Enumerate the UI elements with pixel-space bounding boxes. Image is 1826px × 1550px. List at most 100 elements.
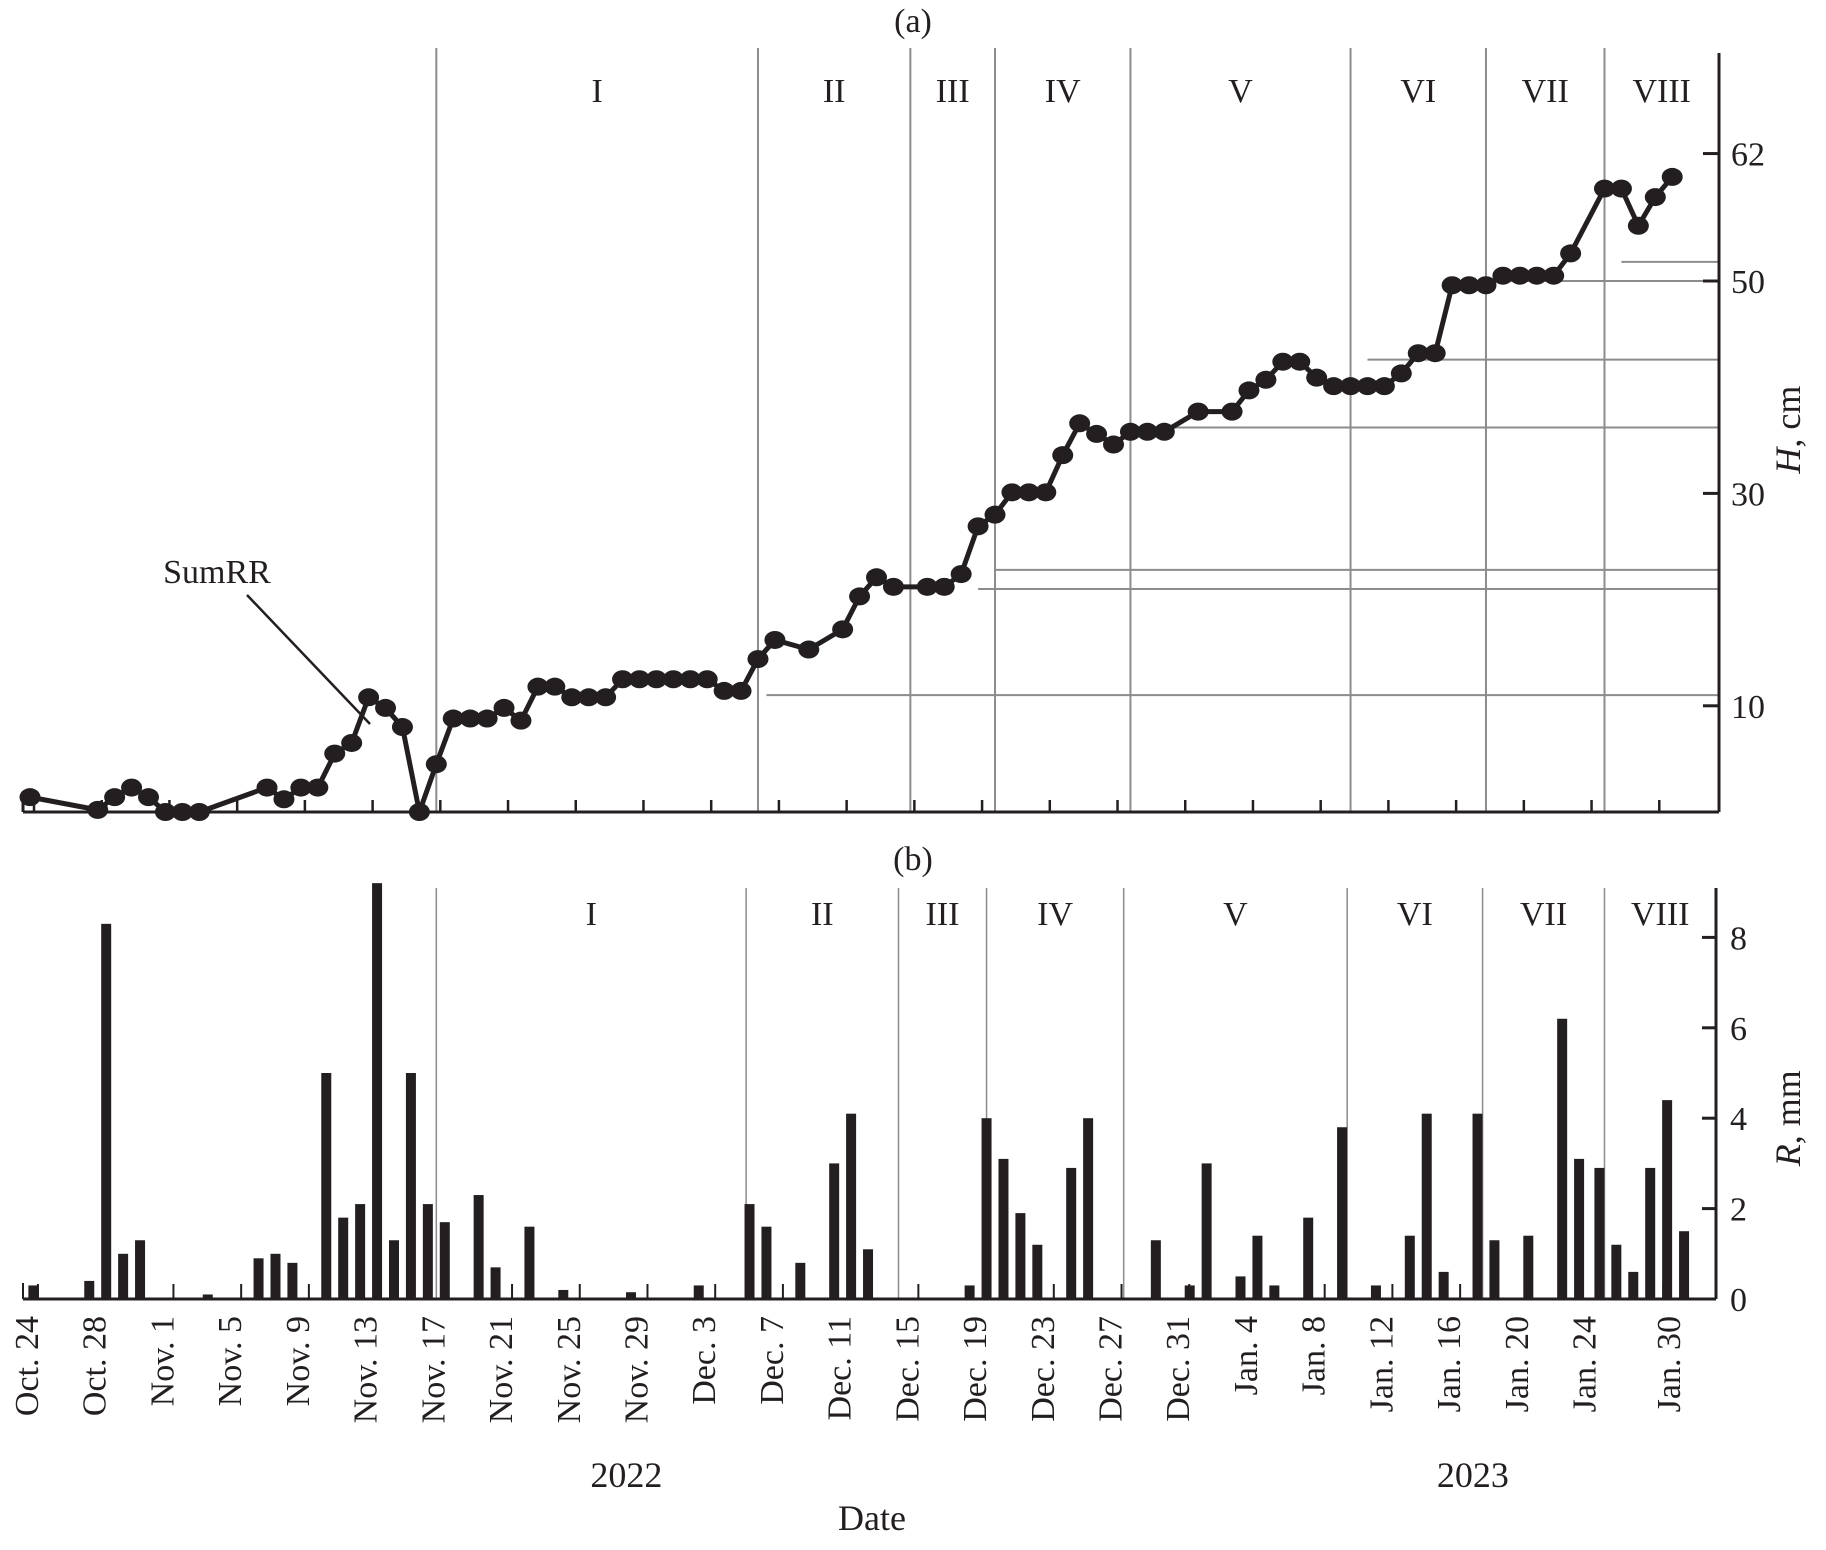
data-point-marker <box>1407 344 1429 363</box>
precipitation-bar <box>964 1285 975 1299</box>
data-point-marker <box>408 803 430 821</box>
precipitation-bar <box>744 1204 755 1299</box>
y-tick-label: 10 <box>1731 689 1765 726</box>
data-point-marker <box>730 681 752 700</box>
data-point-marker <box>19 788 41 807</box>
precipitation-bar <box>1269 1285 1280 1299</box>
data-point-marker <box>967 517 989 536</box>
data-point-marker <box>1373 377 1395 396</box>
date-tick-label: Dec. 7 <box>754 1316 791 1405</box>
period-label: III <box>926 896 960 933</box>
data-point-marker <box>154 803 176 821</box>
data-point-marker <box>324 744 346 763</box>
precipitation-bar <box>998 1158 1009 1299</box>
precipitation-bar <box>1370 1285 1381 1299</box>
water-level-line <box>29 175 1675 815</box>
data-point-marker <box>1593 179 1615 198</box>
precipitation-bar <box>829 1163 840 1299</box>
precipitation-bar <box>981 1118 992 1299</box>
annotation-leader <box>246 594 371 725</box>
y-tick-label: 50 <box>1731 264 1765 301</box>
sumrr-annotation: SumRR <box>163 554 271 591</box>
precipitation-bar <box>202 1294 213 1299</box>
data-point-marker <box>1543 266 1565 285</box>
date-tick-label: Oct. 28 <box>77 1316 114 1416</box>
date-tick-label: Nov. 5 <box>212 1316 249 1406</box>
precipitation-bar <box>28 1285 39 1299</box>
date-tick-label: Nov. 13 <box>348 1316 385 1423</box>
year-label: 2023 <box>1437 1455 1509 1495</box>
data-point-marker <box>1340 377 1362 396</box>
precipitation-bar <box>1201 1163 1212 1299</box>
precipitation-bar <box>372 883 383 1299</box>
precipitation-bar <box>135 1240 146 1299</box>
data-point-marker <box>527 677 549 696</box>
data-point-marker <box>1103 435 1125 454</box>
data-point-marker <box>1119 422 1141 441</box>
precipitation-bar <box>626 1292 637 1299</box>
date-tick-label: Dec. 27 <box>1093 1316 1130 1422</box>
data-point-marker <box>595 688 617 707</box>
date-tick-label: Nov. 17 <box>415 1316 452 1423</box>
precipitation-bar <box>439 1222 450 1299</box>
period-label: I <box>586 896 597 933</box>
precipitation-bar <box>118 1253 129 1299</box>
period-label: IV <box>1037 896 1073 933</box>
data-point-marker <box>375 698 397 717</box>
data-point-marker <box>1153 422 1175 441</box>
data-point-marker <box>1627 216 1649 235</box>
data-point-marker <box>493 698 515 717</box>
date-tick-label: Jan. 20 <box>1499 1316 1536 1412</box>
data-point-marker <box>188 803 210 821</box>
precipitation-bar <box>693 1285 704 1299</box>
data-point-marker <box>866 568 887 587</box>
data-point-marker <box>273 790 295 809</box>
data-point-marker <box>1272 352 1294 371</box>
data-point-marker <box>1306 368 1328 387</box>
data-point-marker <box>849 587 871 606</box>
precipitation-bar <box>1645 1167 1656 1299</box>
data-point-marker <box>696 670 718 689</box>
data-point-marker <box>1509 266 1531 285</box>
precipitation-bar <box>1337 1127 1348 1299</box>
precipitation-bar <box>1015 1213 1026 1299</box>
date-tick-label: Jan. 4 <box>1228 1316 1265 1395</box>
data-point-marker <box>561 688 583 707</box>
precipitation-bar <box>558 1289 569 1299</box>
data-point-marker <box>1238 381 1260 400</box>
data-point-marker <box>1187 402 1209 421</box>
date-tick-label: Dec. 31 <box>1160 1316 1197 1422</box>
data-point-marker <box>1610 179 1632 198</box>
panel-b-label: (b) <box>893 841 933 878</box>
date-tick-label: Dec. 11 <box>822 1316 859 1420</box>
data-point-marker <box>1441 276 1463 295</box>
data-point-marker <box>679 670 701 689</box>
data-point-marker <box>510 711 532 730</box>
data-point-marker <box>544 677 566 696</box>
period-label: VI <box>1400 73 1436 110</box>
data-point-marker <box>882 577 904 596</box>
data-point-marker <box>476 709 498 728</box>
precipitation-bar <box>1083 1118 1094 1299</box>
data-point-marker <box>933 577 955 596</box>
precipitation-bar <box>490 1267 501 1299</box>
period-label: III <box>936 73 970 110</box>
precipitation-bar <box>1523 1235 1534 1299</box>
y-axis-label-r: R, mm <box>1768 1070 1808 1167</box>
precipitation-bar <box>1150 1240 1161 1299</box>
y-tick-label: 8 <box>1730 920 1747 957</box>
date-tick-label: Dec. 3 <box>686 1316 723 1405</box>
precipitation-bar <box>863 1249 874 1299</box>
precipitation-bar <box>1404 1235 1415 1299</box>
y-tick-label: 0 <box>1730 1282 1747 1319</box>
precipitation-bar <box>1679 1231 1690 1299</box>
data-point-marker <box>916 577 938 596</box>
data-point-marker <box>984 505 1006 524</box>
date-tick-label: Dec. 15 <box>889 1316 926 1422</box>
precipitation-bar <box>1438 1271 1449 1299</box>
data-point-marker <box>747 650 769 669</box>
precipitation-bar <box>101 923 112 1299</box>
